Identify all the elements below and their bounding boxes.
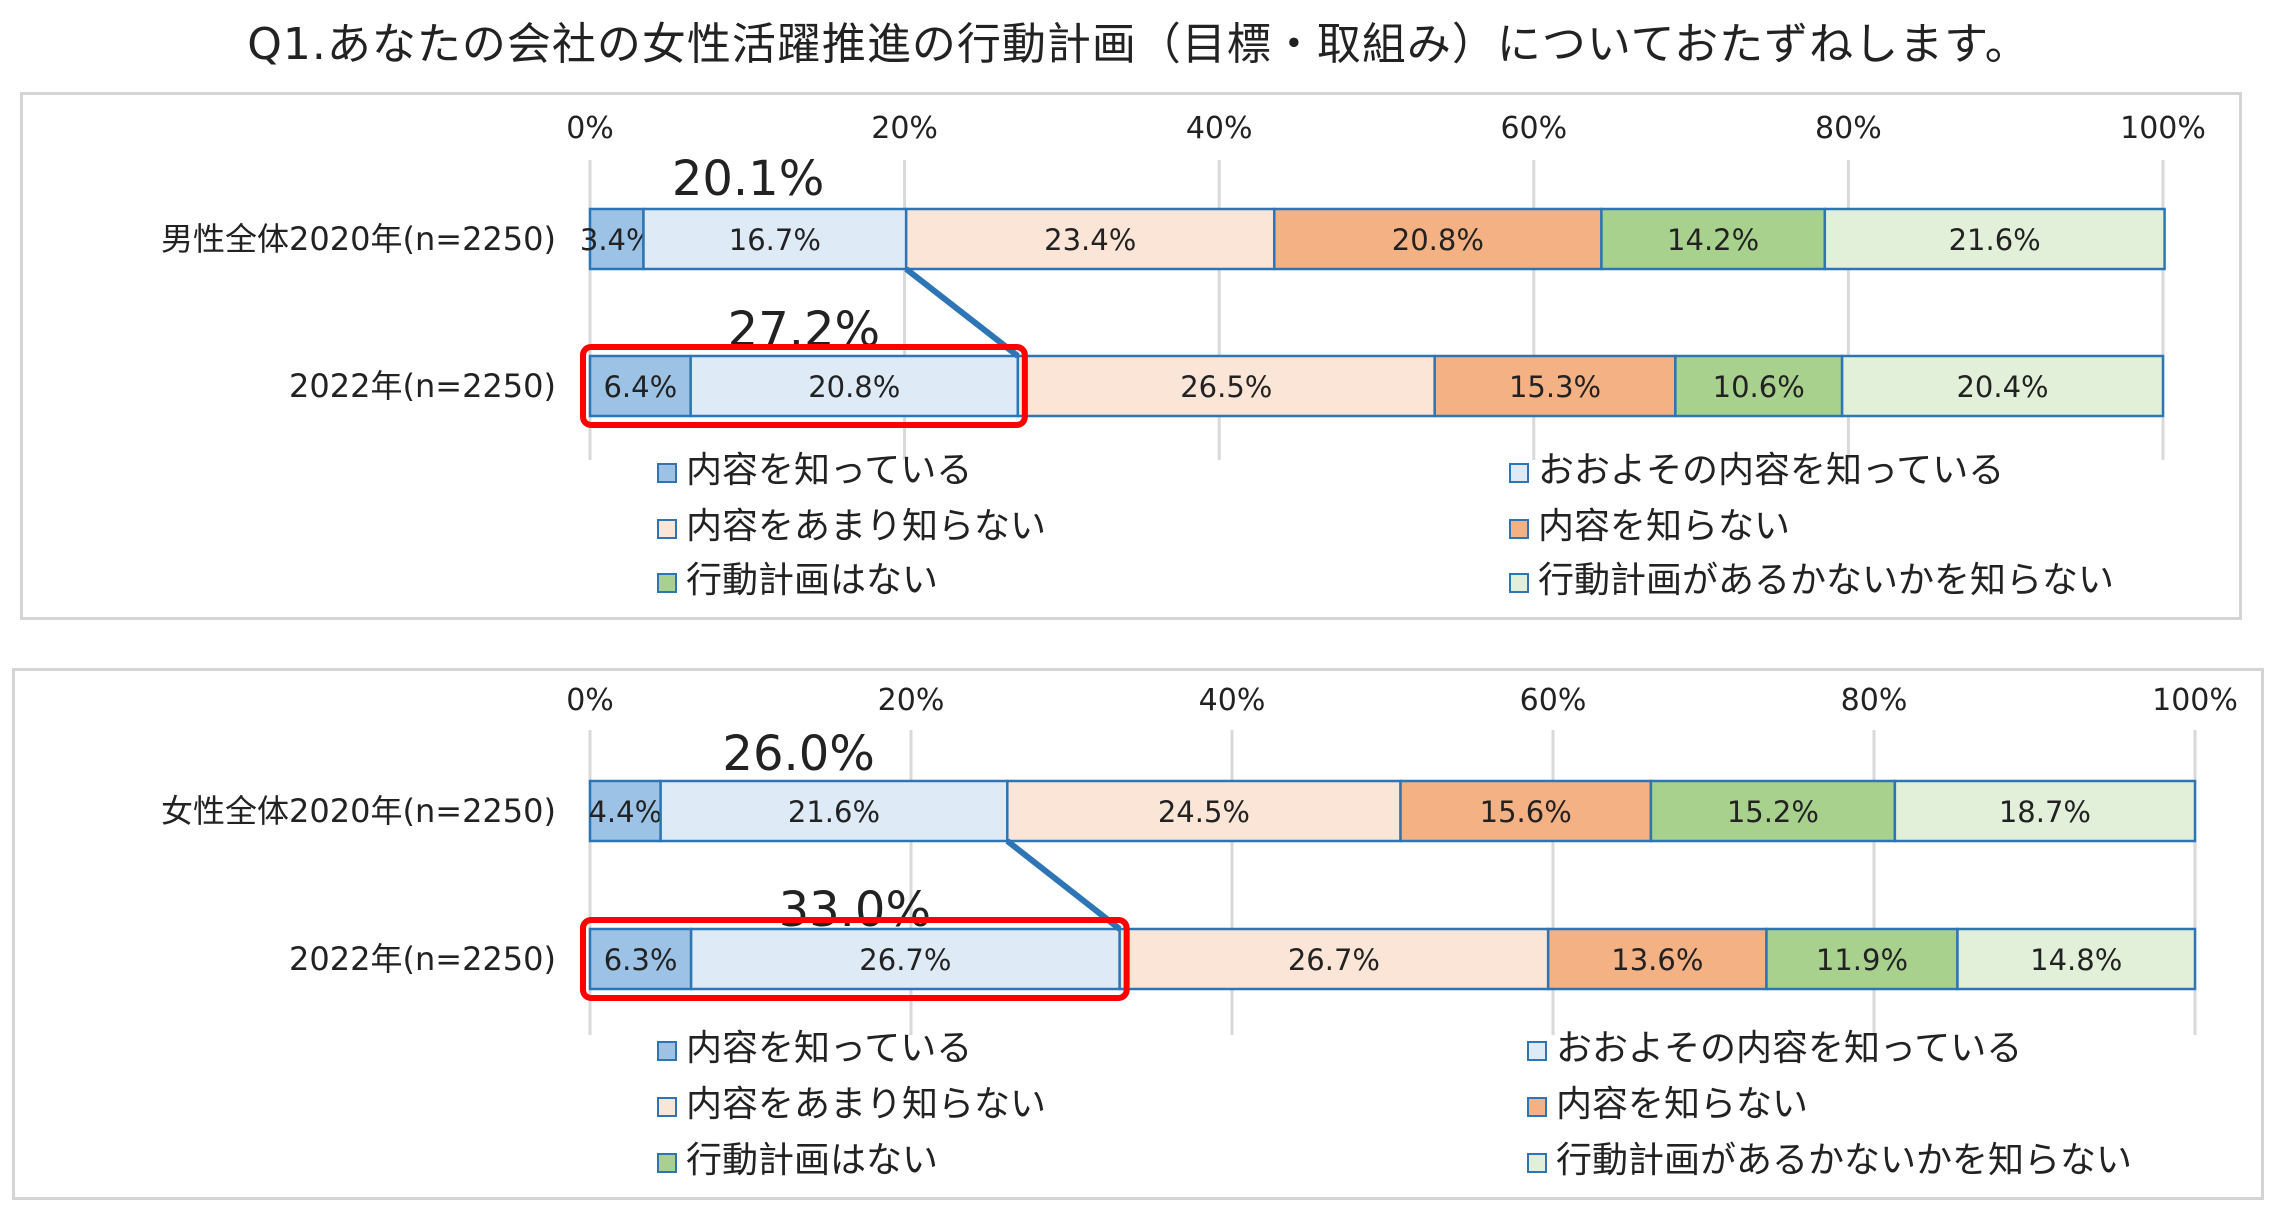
bar-segment	[1649, 779, 1897, 843]
x-tick-label: 0%	[566, 111, 614, 146]
data-label: 20.4%	[1956, 370, 2048, 404]
data-label: 26.7%	[859, 943, 951, 977]
legend-label: 内容を知らない	[1556, 1084, 1808, 1125]
data-label: 14.2%	[1667, 223, 1759, 257]
data-label: 15.2%	[1727, 795, 1819, 829]
bar-segment	[904, 207, 1276, 271]
bar-segment	[1823, 207, 2166, 271]
bar-segment	[1006, 779, 1402, 843]
data-label: 6.3%	[604, 943, 678, 977]
data-label: 20.8%	[1392, 223, 1484, 257]
data-label: 26.5%	[1180, 370, 1272, 404]
x-tick-label: 100%	[2120, 111, 2206, 146]
legend-label: 行動計画はない	[686, 560, 938, 601]
bar-segment	[1956, 927, 2197, 991]
bar-segment	[1016, 354, 1436, 418]
bar-segment	[689, 927, 1121, 991]
bar-segment	[1273, 207, 1603, 271]
legend-label: 内容を知っている	[686, 450, 972, 491]
row-label: 女性全体2020年(n=2250)	[161, 792, 556, 830]
row-label: 2022年(n=2250)	[289, 367, 556, 405]
legend-swatch	[1509, 573, 1529, 593]
data-label: 15.6%	[1480, 795, 1572, 829]
legend-label: 内容をあまり知らない	[686, 506, 1046, 547]
row-label: 男性全体2020年(n=2250)	[161, 220, 556, 258]
data-label: 21.6%	[788, 795, 880, 829]
x-tick-label: 100%	[2152, 683, 2238, 718]
x-tick-label: 80%	[1815, 111, 1882, 146]
legend-swatch	[1527, 1097, 1547, 1117]
bar-segment	[1893, 779, 2197, 843]
legend-label: おおよその内容を知っている	[1538, 450, 2004, 491]
legend-label: 行動計画があるかないかを知らない	[1556, 1140, 2132, 1181]
x-tick-label: 60%	[1500, 111, 1567, 146]
legend-label: 行動計画があるかないかを知らない	[1538, 560, 2114, 601]
bar-segment	[1840, 354, 2165, 418]
data-label: 16.7%	[729, 223, 821, 257]
highlight-box	[580, 344, 1028, 428]
row-label: 2022年(n=2250)	[289, 940, 556, 978]
data-label: 15.3%	[1509, 370, 1601, 404]
data-label: 20.8%	[808, 370, 900, 404]
bar-segment	[1118, 927, 1550, 991]
data-label: 18.7%	[1999, 795, 2091, 829]
legend-label: おおよその内容を知っている	[1556, 1028, 2022, 1069]
x-tick-label: 40%	[1186, 111, 1253, 146]
data-label: 4.4%	[588, 795, 662, 829]
data-label: 13.6%	[1611, 943, 1703, 977]
legend-swatch	[1527, 1153, 1547, 1173]
page-title: Q1.あなたの会社の女性活躍推進の行動計画（目標・取組み）についておたずねします…	[247, 19, 2030, 70]
bar-segment	[1546, 927, 1768, 991]
data-label: 24.5%	[1158, 795, 1250, 829]
connector-line	[1005, 838, 1122, 932]
x-tick-label: 60%	[1520, 683, 1587, 718]
connector-line	[904, 266, 1020, 359]
bar-segment	[642, 207, 908, 271]
legend-swatch	[657, 463, 677, 483]
stacked-bar-chart-2: 0% 20% 40% 60% 80% 100% 女性全体2020年(n=2250) 4.4% 2…	[161, 683, 2238, 1181]
bar-segment	[588, 779, 662, 843]
x-tick-label: 40%	[1199, 683, 1266, 718]
data-label: 10.6%	[1713, 370, 1805, 404]
bar-segment	[689, 354, 1020, 418]
legend-swatch	[657, 1097, 677, 1117]
bar-segment	[1765, 927, 1959, 991]
x-tick-label: 20%	[878, 683, 945, 718]
x-tick-label: 80%	[1841, 683, 1908, 718]
legend-swatch	[657, 519, 677, 539]
callout-label: 26.0%	[722, 726, 874, 782]
callout-label: 33.0%	[779, 882, 931, 938]
legend-label: 内容を知らない	[1538, 506, 1790, 547]
callout-label: 20.1%	[672, 151, 824, 207]
legend-label: 内容をあまり知らない	[686, 1084, 1046, 1125]
bar-segment	[588, 207, 645, 271]
bar-segment	[1600, 207, 1827, 271]
data-label: 3.4%	[580, 223, 654, 257]
bar-segment	[588, 927, 693, 991]
bar-segment	[1674, 354, 1844, 418]
highlight-box	[580, 917, 1130, 1001]
legend-label: 内容を知っている	[686, 1028, 972, 1069]
x-tick-label: 0%	[566, 683, 614, 718]
data-label: 11.9%	[1816, 943, 1908, 977]
data-label: 14.8%	[2030, 943, 2122, 977]
bar-segment	[1399, 779, 1653, 843]
data-label: 6.4%	[603, 370, 677, 404]
legend-swatch	[657, 573, 677, 593]
x-tick-label: 20%	[871, 111, 938, 146]
legend-swatch	[657, 1041, 677, 1061]
stacked-bar-chart-1: 0% 20% 40% 60% 80% 100% 男性全体2020年(n=2250) 3.4% 1…	[161, 111, 2206, 601]
bar-segment	[659, 779, 1009, 843]
legend-swatch	[1527, 1041, 1547, 1061]
legend-swatch	[1509, 463, 1529, 483]
data-label: 21.6%	[1949, 223, 2041, 257]
legend-swatch	[657, 1153, 677, 1173]
bar-segment	[588, 354, 692, 418]
data-label: 26.7%	[1288, 943, 1380, 977]
legend-swatch	[1509, 519, 1529, 539]
data-label: 23.4%	[1044, 223, 1136, 257]
legend-label: 行動計画はない	[686, 1140, 938, 1181]
